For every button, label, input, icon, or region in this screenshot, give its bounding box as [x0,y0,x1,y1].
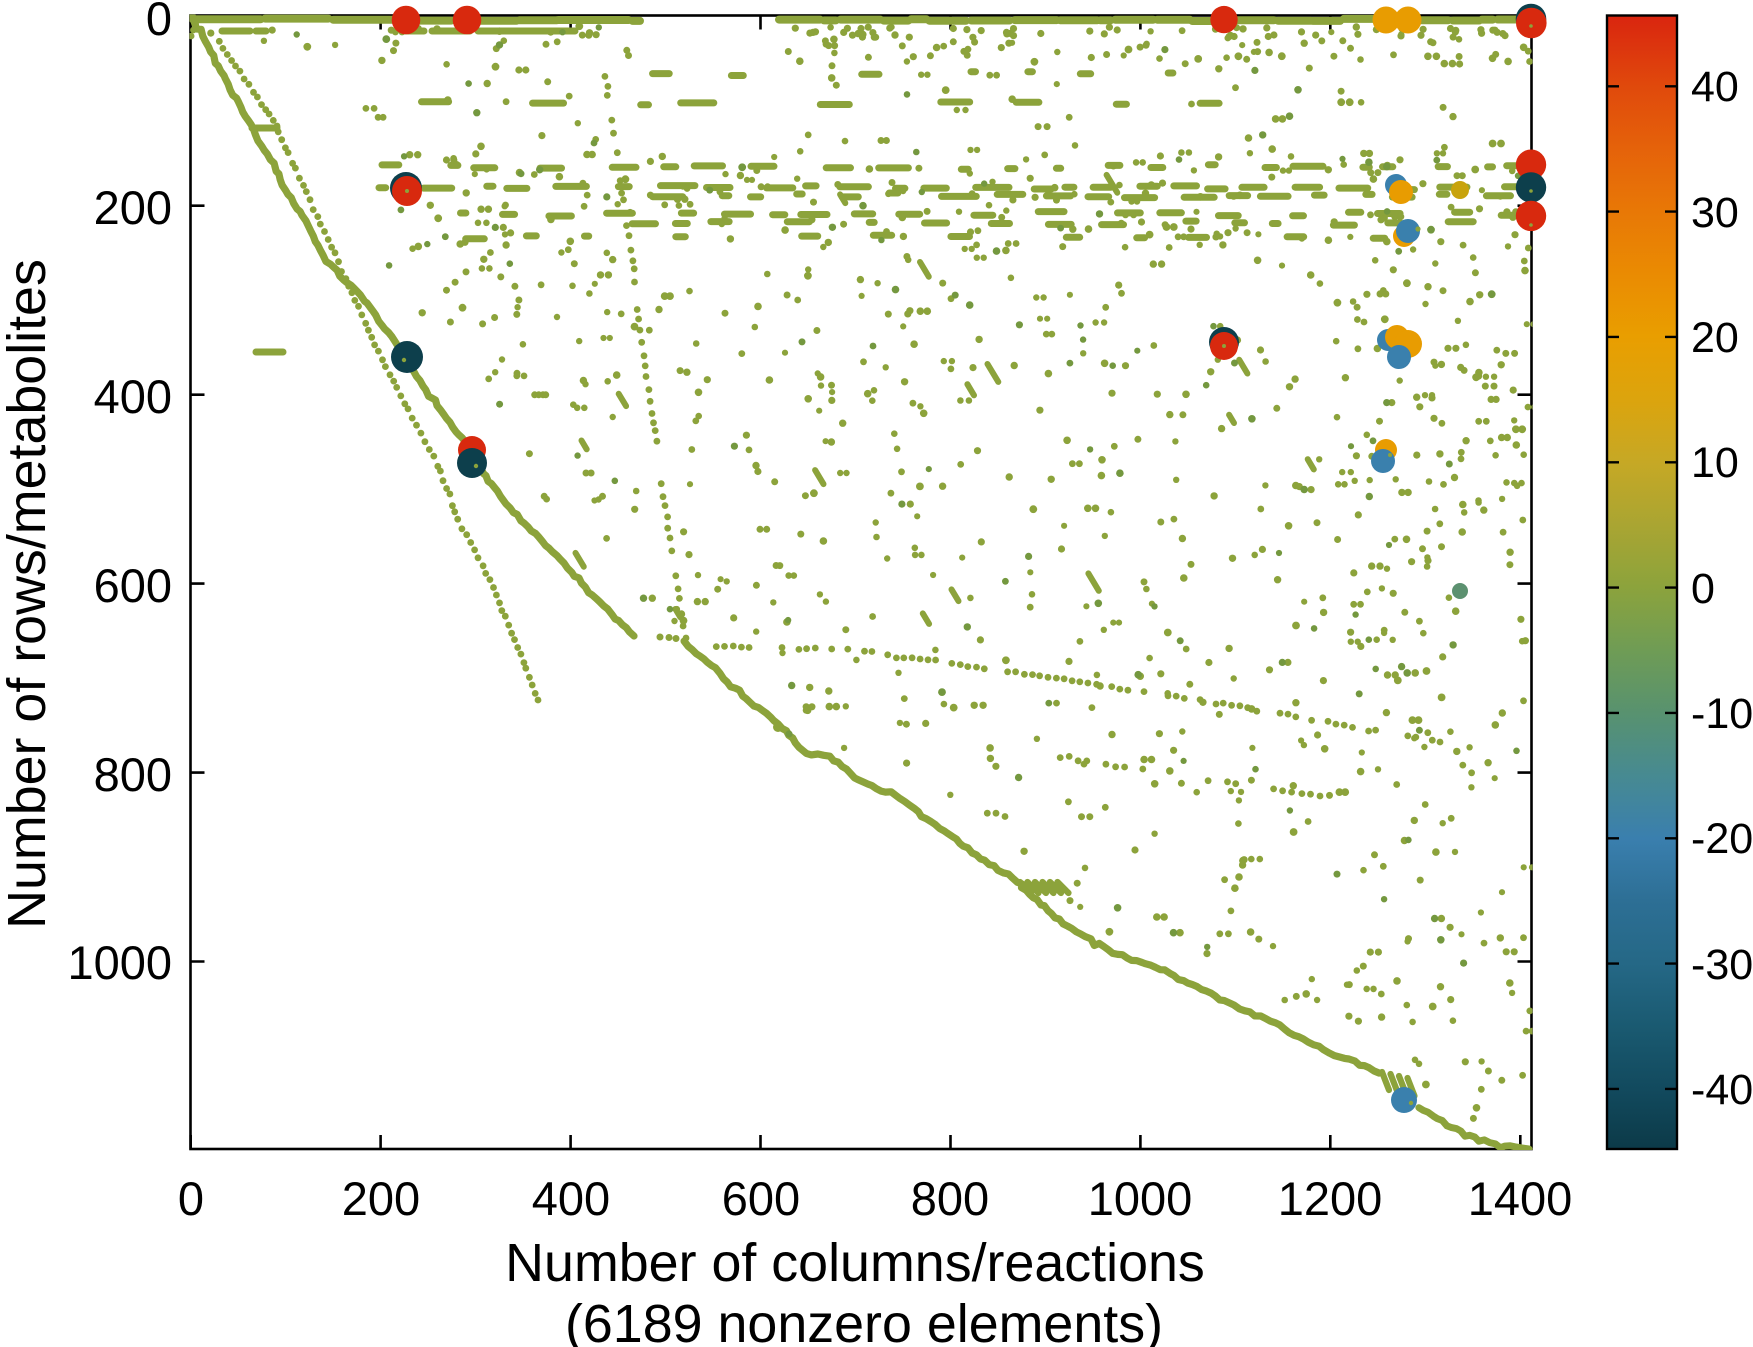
svg-text:200: 200 [94,181,172,234]
svg-text:400: 400 [94,370,172,423]
svg-text:(6189 nonzero elements): (6189 nonzero elements) [565,1294,1163,1347]
svg-text:1400: 1400 [1468,1172,1573,1225]
svg-text:10: 10 [1691,439,1739,487]
svg-text:-30: -30 [1691,941,1753,989]
svg-text:1200: 1200 [1278,1172,1383,1225]
svg-text:0: 0 [146,0,172,45]
svg-text:1000: 1000 [67,936,172,989]
svg-text:800: 800 [94,748,172,801]
svg-text:Number of columns/reactions: Number of columns/reactions [505,1233,1205,1293]
svg-text:0: 0 [1691,565,1715,613]
svg-text:0: 0 [178,1172,204,1225]
svg-text:Number of rows/metabolites: Number of rows/metabolites [0,259,57,929]
svg-text:1000: 1000 [1088,1172,1193,1225]
svg-text:800: 800 [911,1172,989,1225]
svg-text:600: 600 [722,1172,800,1225]
svg-text:200: 200 [342,1172,420,1225]
svg-text:20: 20 [1691,314,1739,362]
svg-text:-20: -20 [1691,815,1753,863]
svg-text:600: 600 [94,559,172,612]
svg-text:-10: -10 [1691,690,1753,738]
svg-text:-40: -40 [1691,1066,1753,1114]
svg-text:400: 400 [532,1172,610,1225]
svg-text:40: 40 [1691,63,1739,111]
svg-text:30: 30 [1691,189,1739,237]
